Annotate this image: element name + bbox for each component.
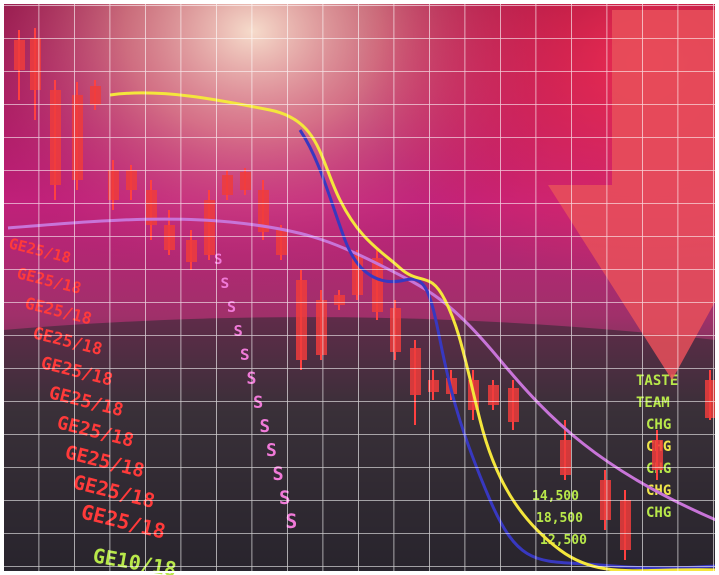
grid-overlay bbox=[3, 3, 716, 572]
